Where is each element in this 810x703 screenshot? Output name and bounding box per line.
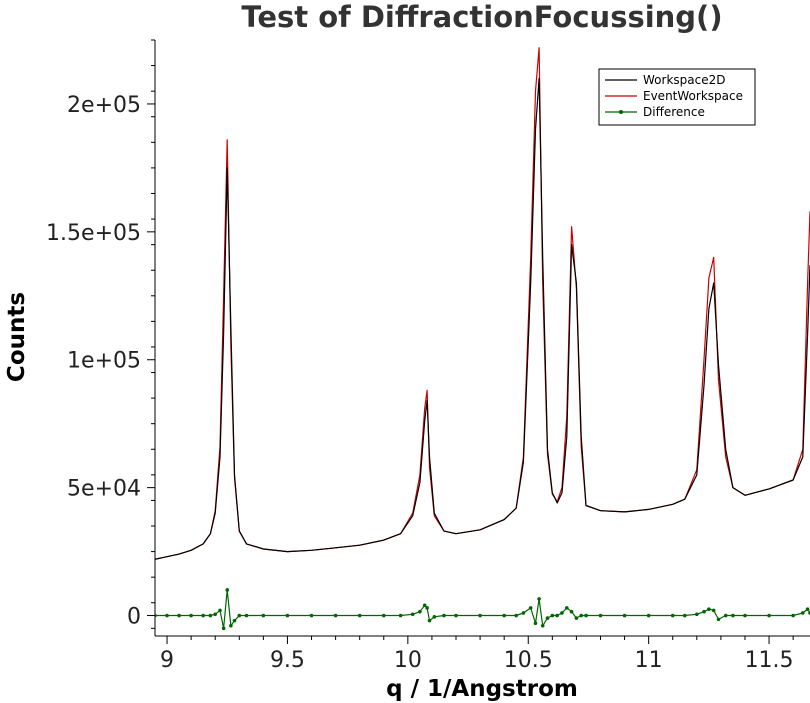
- difference-point: [478, 613, 482, 618]
- difference-point: [285, 613, 290, 618]
- difference-point: [743, 613, 747, 618]
- difference-point: [422, 603, 427, 608]
- difference-point: [418, 609, 422, 614]
- difference-point: [165, 613, 169, 618]
- y-tick-label: 0: [127, 605, 141, 630]
- difference-point: [425, 606, 429, 610]
- difference-point: [791, 613, 795, 618]
- series-line-difference: [155, 589, 810, 629]
- difference-point: [695, 612, 699, 617]
- x-tick-label: 11.5: [745, 648, 794, 673]
- difference-point: [646, 613, 651, 618]
- legend-label: EventWorkspace: [643, 89, 743, 103]
- difference-point: [201, 613, 205, 618]
- y-tick-label: 2e+05: [67, 93, 141, 118]
- legend-box: [598, 68, 756, 126]
- difference-point: [533, 621, 538, 626]
- difference-point: [598, 613, 603, 618]
- difference-point: [682, 613, 687, 618]
- difference-point: [454, 613, 458, 618]
- difference-point: [716, 617, 721, 622]
- difference-point: [584, 613, 588, 618]
- y-tick-label: 1e+05: [67, 349, 141, 374]
- x-tick-label: 9: [160, 648, 174, 673]
- difference-point: [221, 626, 226, 631]
- difference-point: [800, 611, 805, 615]
- difference-point: [767, 613, 771, 618]
- difference-point: [537, 597, 541, 601]
- y-tick-label: 1.5e+05: [46, 221, 141, 246]
- difference-point: [560, 611, 564, 615]
- x-tick-label: 11: [635, 648, 663, 673]
- difference-point: [261, 613, 266, 618]
- x-tick-label: 10: [394, 648, 422, 673]
- difference-point: [545, 616, 550, 620]
- difference-point: [550, 613, 555, 618]
- x-tick-label: 9.5: [270, 648, 305, 673]
- difference-point: [711, 608, 716, 613]
- legend-label: Workspace2D: [643, 73, 725, 87]
- difference-point: [333, 613, 338, 618]
- difference-point: [218, 608, 222, 613]
- difference-point: [731, 613, 735, 618]
- difference-point: [805, 607, 810, 611]
- difference-point: [410, 612, 415, 617]
- difference-point: [177, 613, 181, 618]
- y-tick-label: 5e+04: [67, 477, 141, 502]
- difference-point: [670, 613, 675, 618]
- difference-point: [521, 611, 526, 615]
- difference-point: [357, 613, 362, 618]
- difference-point: [237, 613, 242, 618]
- difference-point: [229, 623, 233, 628]
- difference-point: [427, 618, 432, 623]
- difference-point: [514, 613, 519, 618]
- difference-point: [213, 612, 218, 617]
- difference-point: [555, 613, 559, 618]
- series-line-workspace2d: [155, 77, 810, 560]
- difference-point: [381, 613, 386, 618]
- difference-point: [574, 616, 579, 620]
- difference-point: [155, 613, 157, 618]
- difference-point: [225, 588, 230, 592]
- difference-point: [398, 613, 403, 618]
- difference-point: [569, 609, 574, 614]
- series-layer: [155, 47, 810, 631]
- difference-point: [579, 613, 584, 618]
- difference-point: [723, 613, 728, 618]
- y-axis-label: Counts: [4, 292, 30, 382]
- difference-point: [540, 623, 545, 628]
- difference-point: [707, 607, 711, 611]
- axes: 9 9.5 10 10.5 11 11.5 0 5e+04 1e+05 1.5e+05 2e+05: [46, 39, 810, 673]
- legend-marker: [619, 110, 623, 114]
- difference-point: [622, 613, 627, 618]
- difference-point: [432, 615, 437, 619]
- legend: Workspace2D EventWorkspace Difference: [598, 68, 756, 126]
- difference-point: [528, 606, 533, 610]
- difference-point: [502, 613, 506, 618]
- legend-label: Difference: [643, 105, 705, 119]
- difference-point: [702, 609, 706, 614]
- difference-point: [564, 606, 569, 610]
- difference-point: [244, 613, 249, 618]
- x-axis-label: q / 1/Angstrom: [386, 676, 578, 702]
- difference-point: [442, 613, 446, 618]
- difference-point: [208, 613, 213, 618]
- chart-title: Test of DiffractionFocussing(): [241, 0, 722, 34]
- difference-point: [309, 613, 314, 618]
- x-tick-label: 10.5: [504, 648, 553, 673]
- difference-point: [189, 613, 193, 618]
- difference-point: [232, 618, 237, 623]
